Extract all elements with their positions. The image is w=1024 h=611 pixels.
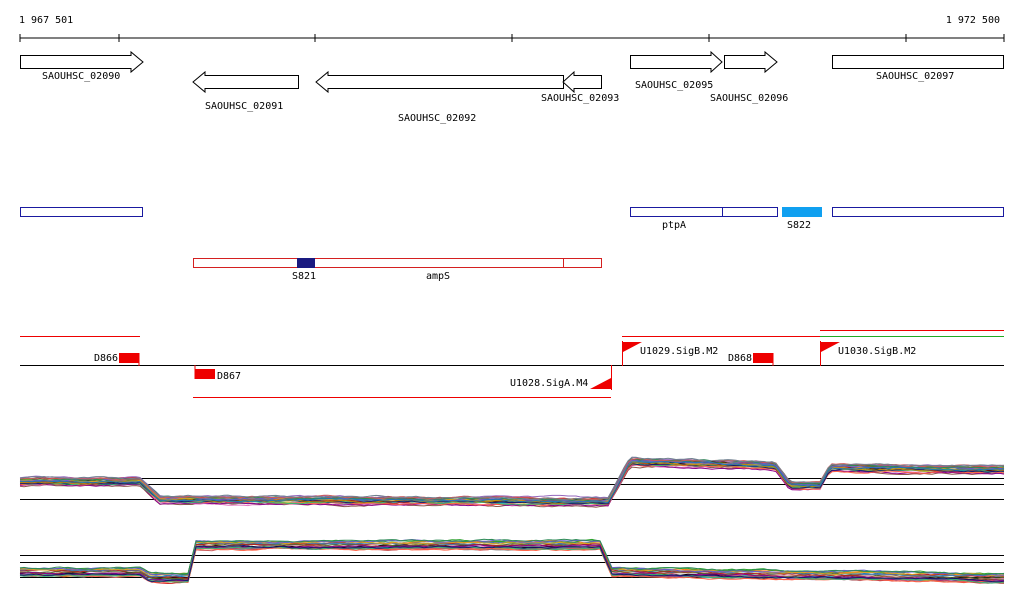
forward-feature-box[interactable] bbox=[832, 207, 1004, 217]
signal-flag-u1029[interactable] bbox=[623, 342, 642, 352]
gene-label: SAOUHSC_02093 bbox=[541, 93, 619, 104]
expression-profile-line bbox=[19, 538, 1005, 575]
gene-label: SAOUHSC_02090 bbox=[42, 71, 120, 82]
gene-label: SAOUHSC_02091 bbox=[205, 101, 283, 112]
gene-label: SAOUHSC_02095 bbox=[635, 80, 713, 91]
gene-box-saouhsc-02097[interactable] bbox=[832, 55, 1004, 69]
expression-profile-line bbox=[19, 461, 1005, 504]
expression-profile-line bbox=[19, 544, 1005, 583]
signal-flag-u1030[interactable] bbox=[821, 342, 840, 352]
signal-label-u1029: U1029.SigB.M2 bbox=[640, 346, 718, 357]
signal-label-u1030: U1030.SigB.M2 bbox=[838, 346, 916, 357]
forward-feature-box[interactable] bbox=[20, 207, 143, 217]
gene-arrow-saouhsc-02093[interactable] bbox=[562, 70, 602, 94]
forward-feature-box-ptpa[interactable] bbox=[630, 207, 723, 217]
expression-profile-line bbox=[19, 538, 1005, 576]
gene-labels: SAOUHSC_02090 SAOUHSC_02091 SAOUHSC_0209… bbox=[42, 71, 954, 124]
signal-label-d867: D867 bbox=[217, 371, 241, 382]
expression-track-forward bbox=[19, 456, 1005, 508]
feature-label-s821: S821 bbox=[292, 271, 316, 282]
expression-profile-line bbox=[19, 546, 1005, 584]
forward-feature-box[interactable] bbox=[722, 207, 778, 217]
expression-profile-line bbox=[19, 459, 1005, 503]
expression-profiles-forward bbox=[19, 456, 1005, 508]
coordinate-ruler: 1 967 501 1 972 500 bbox=[19, 15, 1005, 42]
forward-feature-track: ptpA S822 bbox=[20, 207, 1004, 231]
signal-label-u1028: U1028.SigA.M4 bbox=[510, 378, 588, 389]
ruler-start-coordinate: 1 967 501 bbox=[19, 15, 73, 26]
signal-marker-d867[interactable] bbox=[195, 369, 215, 379]
expression-track-reverse bbox=[19, 538, 1005, 585]
expression-profile-line bbox=[19, 463, 1004, 505]
expression-profile-line bbox=[19, 457, 1005, 500]
gene-track bbox=[20, 50, 1004, 94]
reverse-feature-track: S821 ampS bbox=[193, 258, 602, 282]
feature-label-s822: S822 bbox=[787, 220, 811, 231]
gene-arrow-saouhsc-02092[interactable] bbox=[315, 70, 564, 94]
signal-track: D866 D867 U1028.SigA.M4 U1029.SigB.M2 D8… bbox=[20, 330, 1004, 398]
expression-profile-line bbox=[19, 464, 1005, 507]
gene-arrow-saouhsc-02096[interactable] bbox=[724, 50, 778, 74]
expression-profile-line bbox=[19, 461, 1005, 503]
reverse-feature-s821[interactable] bbox=[297, 258, 315, 268]
signal-marker-d868[interactable] bbox=[753, 353, 773, 363]
feature-label-ptpa: ptpA bbox=[662, 220, 686, 231]
expression-profiles-reverse bbox=[19, 538, 1005, 585]
gene-label: SAOUHSC_02092 bbox=[398, 113, 476, 124]
signal-marker-d866[interactable] bbox=[119, 353, 139, 363]
gene-arrow-saouhsc-02090[interactable] bbox=[20, 50, 144, 74]
signal-label-d868: D868 bbox=[728, 353, 752, 364]
expression-profile-line bbox=[19, 456, 1005, 500]
expression-profile-line bbox=[19, 458, 1005, 502]
gene-arrow-saouhsc-02095[interactable] bbox=[630, 50, 723, 74]
signal-label-d866: D866 bbox=[94, 353, 118, 364]
signal-flag-u1028[interactable] bbox=[590, 378, 611, 389]
ruler-end-coordinate: 1 972 500 bbox=[946, 15, 1000, 26]
reverse-feature-box-amps[interactable] bbox=[193, 258, 602, 268]
gene-arrow-saouhsc-02091[interactable] bbox=[192, 70, 299, 94]
gene-label: SAOUHSC_02097 bbox=[876, 71, 954, 82]
forward-feature-s822[interactable] bbox=[782, 207, 822, 217]
gene-label: SAOUHSC_02096 bbox=[710, 93, 788, 104]
feature-label-amps: ampS bbox=[426, 271, 450, 282]
